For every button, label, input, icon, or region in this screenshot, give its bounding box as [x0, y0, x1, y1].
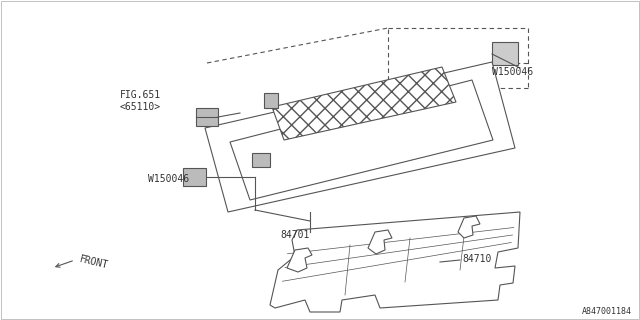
- Text: 84701: 84701: [280, 230, 309, 240]
- Polygon shape: [270, 212, 520, 312]
- Text: <65110>: <65110>: [120, 102, 161, 112]
- Polygon shape: [287, 248, 312, 272]
- Polygon shape: [368, 230, 392, 254]
- Polygon shape: [183, 168, 206, 186]
- Text: A847001184: A847001184: [582, 307, 632, 316]
- Polygon shape: [205, 62, 515, 212]
- Polygon shape: [230, 80, 493, 200]
- Text: FIG.651: FIG.651: [120, 90, 161, 100]
- Polygon shape: [252, 153, 270, 167]
- Text: 84710: 84710: [462, 254, 492, 264]
- Polygon shape: [196, 108, 218, 126]
- Polygon shape: [272, 67, 456, 140]
- Polygon shape: [458, 216, 480, 238]
- Text: W150046: W150046: [492, 67, 533, 77]
- Polygon shape: [492, 42, 518, 65]
- Polygon shape: [264, 93, 278, 108]
- Text: FRONT: FRONT: [78, 254, 109, 270]
- Text: W150046: W150046: [148, 174, 189, 184]
